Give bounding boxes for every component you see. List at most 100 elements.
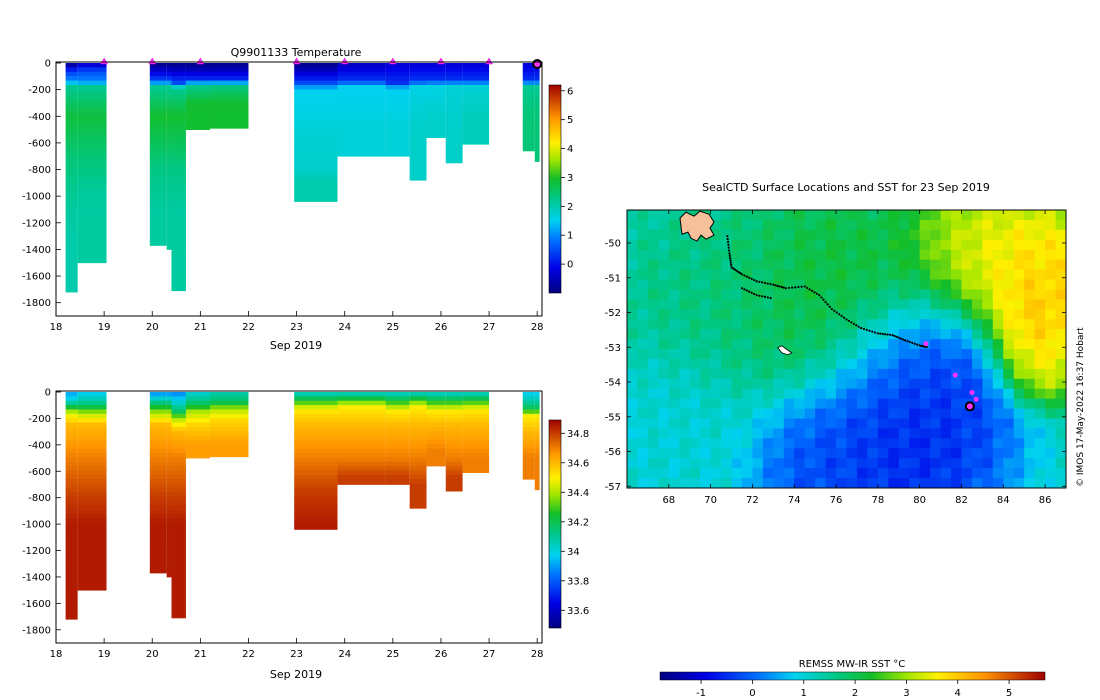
sst-cell [815, 349, 827, 360]
profile-cell [209, 93, 249, 99]
profile-column [337, 63, 386, 157]
sst-cell [741, 388, 754, 400]
profile-cell [409, 63, 427, 68]
profile-cell [65, 186, 78, 191]
profile-cell [294, 435, 338, 441]
profile-cell [77, 466, 107, 471]
sst-cell [689, 458, 701, 469]
profile-cell [409, 71, 427, 77]
sst-cell [1024, 309, 1036, 320]
profile-cell [149, 514, 167, 519]
profile-cell [171, 67, 186, 73]
sst-cell [898, 289, 910, 300]
profile-cell [426, 63, 446, 68]
sst-cell [940, 378, 952, 390]
sst-cell [982, 458, 994, 469]
sst-cell [877, 289, 889, 300]
sst-cell [658, 210, 670, 221]
profile-cell [65, 514, 78, 519]
profile-cell [65, 238, 78, 244]
sst-cell [783, 269, 795, 281]
profile-cell [149, 186, 167, 191]
x-tick-label: 19 [98, 649, 111, 660]
colorbar-tick-label: 2 [567, 202, 573, 213]
sst-cell [689, 329, 701, 340]
sst-cell [971, 468, 983, 479]
profile-cell [65, 278, 78, 284]
profile-cell [65, 225, 78, 231]
profile-cell [149, 137, 167, 143]
track-dot [813, 291, 816, 294]
profile-cell [149, 405, 167, 410]
sst-cell [930, 299, 942, 310]
profile-cell [166, 164, 172, 169]
sst-cell [668, 329, 680, 340]
profile-cell [171, 548, 186, 554]
colorbar-tick-label: 34 [567, 547, 580, 558]
profile-cell [445, 483, 463, 489]
track-dot [748, 290, 751, 293]
sst-cell [1045, 448, 1057, 459]
profile-cell [171, 535, 186, 541]
sst-cell [815, 408, 827, 420]
sst-cell [930, 339, 942, 350]
salinity-y-axis: 0-200-400-600-800-1000-1200-1400-1600-18… [22, 388, 61, 636]
profile-cell [522, 453, 535, 458]
sst-cell [647, 319, 659, 330]
sst-cell [773, 418, 785, 430]
surface-marker [485, 57, 494, 65]
sst-cell [668, 210, 680, 221]
profile-cell [65, 199, 78, 205]
profile-cell [337, 67, 386, 73]
track-dot [830, 307, 833, 311]
sst-cell [773, 448, 785, 459]
sst-cell [867, 368, 879, 380]
sst-cell [825, 289, 837, 300]
sst-cell [752, 458, 764, 469]
profile-cell [171, 115, 186, 121]
profile-cell [149, 225, 167, 231]
sst-cell [992, 229, 1004, 241]
sst-cell [856, 388, 868, 400]
sst-cell [867, 239, 879, 251]
profile-cell [171, 102, 186, 108]
profile-cell [149, 128, 167, 134]
profile-cell [209, 422, 249, 428]
sst-cell [888, 428, 900, 439]
sst-cell [804, 279, 816, 291]
profile-cell [171, 111, 186, 117]
sst-cell [961, 468, 973, 479]
sst-cell [919, 349, 931, 360]
sst-cell [888, 398, 900, 410]
sst-cell [877, 368, 889, 380]
sst-cell [1055, 468, 1066, 479]
sst-cell [961, 478, 973, 488]
sst-cell [1003, 289, 1015, 300]
profile-cell [171, 439, 186, 445]
sst-cell [940, 349, 952, 360]
sst-cell [773, 388, 785, 400]
profile-cell [149, 540, 167, 545]
track-dot [726, 234, 729, 238]
profile-cell [77, 418, 107, 423]
profile-cell [462, 396, 490, 402]
profile-location [973, 396, 979, 402]
sst-cell [762, 279, 774, 291]
profile-cell [337, 479, 386, 484]
sst-cell [752, 418, 764, 430]
sst-cell [1003, 418, 1015, 430]
sst-cell [856, 309, 868, 320]
profile-cell [149, 208, 167, 213]
sst-cell [867, 428, 879, 439]
profile-cell [149, 496, 167, 502]
track-dot [745, 289, 748, 292]
sst-cell [700, 319, 712, 330]
sst-cell [637, 349, 649, 360]
track-dot [906, 340, 909, 343]
sst-cell [867, 309, 879, 320]
sst-cell [783, 448, 795, 459]
profile-cell [166, 106, 172, 112]
profile-cell [65, 164, 78, 169]
sst-cell [1003, 279, 1015, 291]
sst-cell [783, 358, 795, 370]
